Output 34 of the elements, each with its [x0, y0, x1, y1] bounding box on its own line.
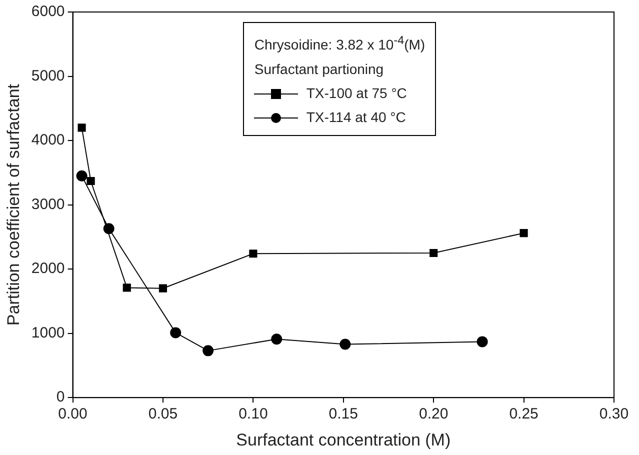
point — [78, 124, 86, 132]
y-tick-label: 3000 — [31, 196, 65, 213]
point — [340, 338, 351, 350]
x-tick-label: 0.25 — [509, 406, 538, 423]
point — [476, 336, 488, 348]
y-tick-label: 2000 — [31, 260, 65, 278]
point — [76, 170, 88, 182]
point — [122, 284, 131, 292]
point — [249, 250, 258, 258]
x-tick-label: 0.00 — [58, 406, 88, 423]
x-tick-label: 0.10 — [238, 406, 268, 423]
x-axis-title: Surfactant concentration (M) — [236, 430, 451, 450]
x-tick-label: 0.15 — [328, 406, 358, 423]
point — [430, 248, 438, 258]
y-tick-label: 6000 — [31, 3, 65, 20]
x-tick-label: 0.30 — [599, 406, 629, 423]
point — [158, 284, 168, 292]
point — [103, 223, 114, 234]
y-tick-label: 0 — [56, 388, 65, 406]
point — [86, 176, 95, 186]
legend-label: TX-100 at 75 °C — [305, 84, 408, 103]
point — [202, 345, 214, 356]
point — [271, 334, 282, 345]
legend-label: TX-114 at 40 °C — [305, 108, 407, 127]
point — [520, 229, 528, 238]
x-tick-label: 0.05 — [148, 406, 178, 423]
y-axis-title: Partition coefficient of surfactant — [4, 84, 23, 326]
legend-title: Chrysoidine: 3.82 x 10$^{-4}$(M) — [254, 33, 426, 55]
y-tick-label: 1000 — [31, 324, 65, 342]
annotation: Surfactant partioning — [254, 60, 385, 79]
y-tick-label: 5000 — [31, 67, 65, 84]
y-tick-label: 4000 — [31, 132, 65, 149]
x-tick-label: 0.20 — [418, 406, 448, 423]
point — [170, 327, 182, 338]
